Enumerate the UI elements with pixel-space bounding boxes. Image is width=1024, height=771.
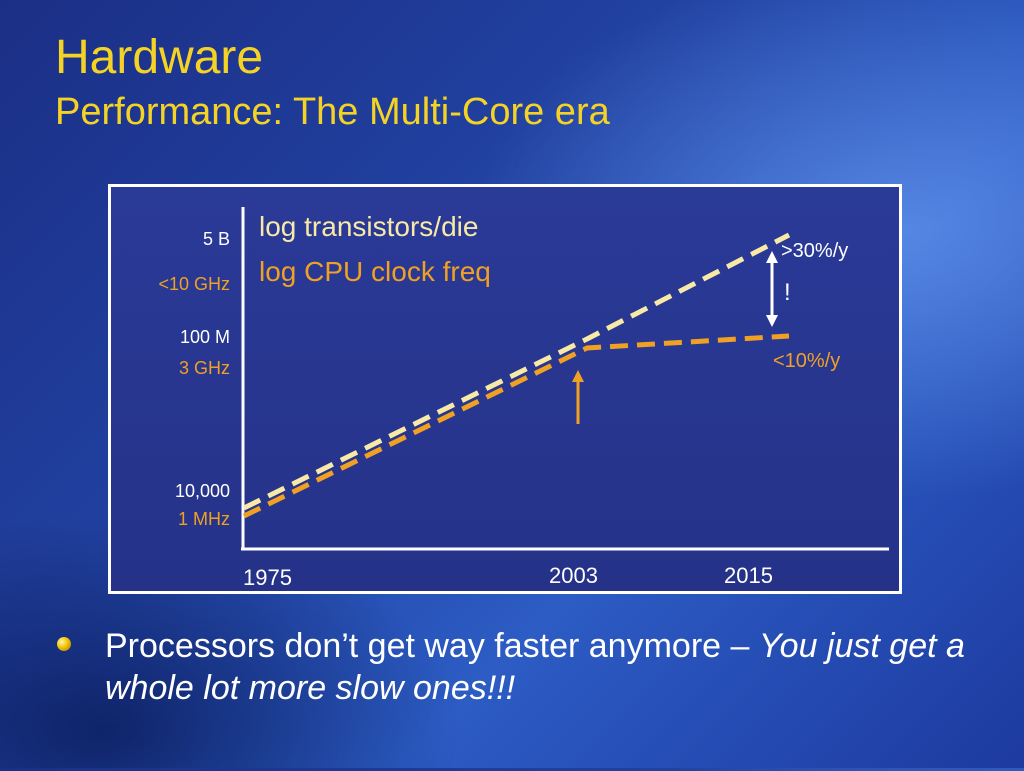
legend-transistors: log transistors/die xyxy=(259,211,478,242)
x-tick-label: 2015 xyxy=(724,563,773,588)
slide-subtitle: Performance: The Multi-Core era xyxy=(55,91,610,133)
gap-mark: ! xyxy=(784,279,791,306)
series-transistors-line xyxy=(242,232,791,511)
bullet-item: Processors don’t get way faster anymore … xyxy=(105,625,965,709)
chart-svg: 5 B <10 GHz 100 M 3 GHz 10,000 1 MHz 197… xyxy=(158,207,889,590)
y-tick-label: <10 GHz xyxy=(158,274,230,294)
series-clock-line xyxy=(242,333,790,519)
x-tick-label: 1975 xyxy=(243,565,292,590)
chart-frame: 5 B <10 GHz 100 M 3 GHz 10,000 1 MHz 197… xyxy=(108,184,902,594)
y-tick-label: 5 B xyxy=(203,229,230,249)
upper-rate-label: >30%/y xyxy=(781,240,848,262)
y-tick-label: 1 MHz xyxy=(178,509,230,529)
bullet-text-emphasis: You just get a whole lot more slow ones!… xyxy=(105,627,965,707)
x-tick-label: 2003 xyxy=(549,563,598,588)
lower-rate-label: <10%/y xyxy=(773,350,840,372)
y-tick-label: 10,000 xyxy=(175,481,230,501)
y-tick-label: 100 M xyxy=(180,327,230,347)
bullet-dot-icon xyxy=(57,637,71,651)
y-tick-label: 3 GHz xyxy=(179,358,230,378)
slide-title: Hardware xyxy=(55,31,264,84)
bullet-text-plain: Processors don’t get way faster anymore … xyxy=(105,627,759,665)
legend-clock: log CPU clock freq xyxy=(259,256,491,287)
